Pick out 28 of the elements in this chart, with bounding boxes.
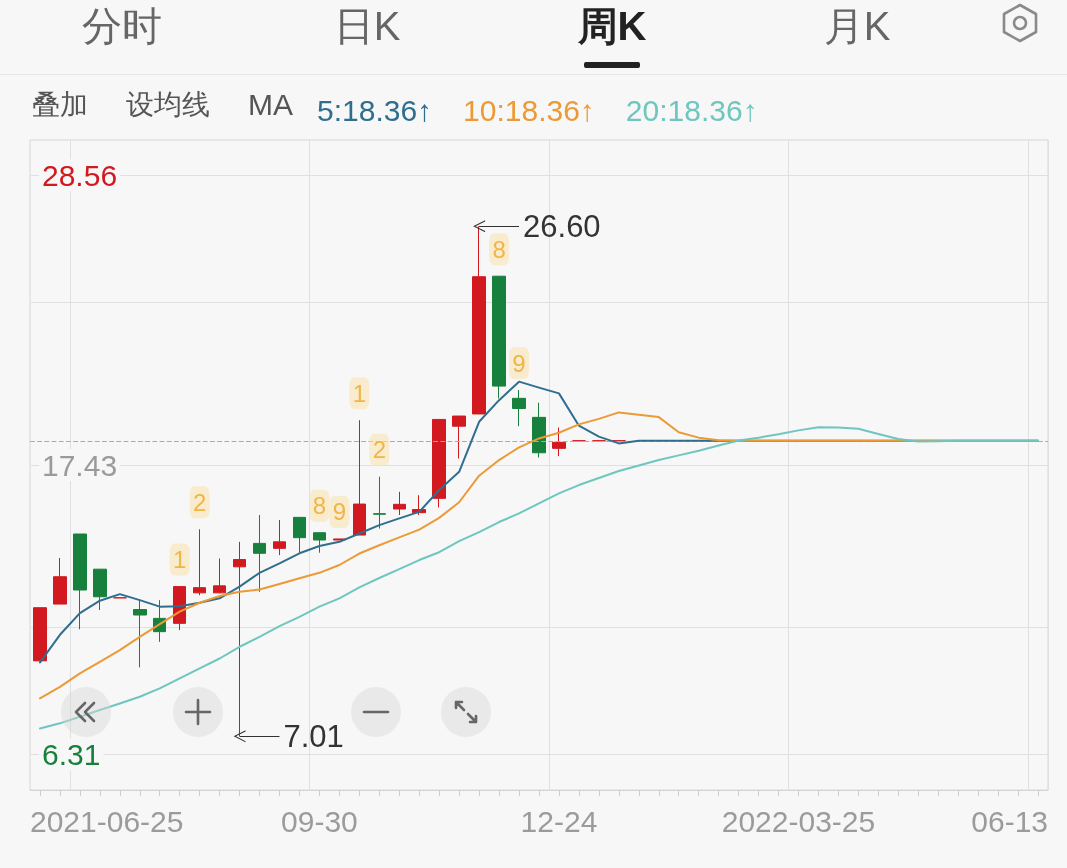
text: 1 xyxy=(352,379,367,407)
text: 9 xyxy=(332,498,347,526)
text: 设均线 xyxy=(126,89,210,120)
x-tick-label: 06-13 xyxy=(971,804,1048,838)
x-tick-label: 12-24 xyxy=(520,804,598,838)
text: 日K xyxy=(333,4,401,48)
text: 1 xyxy=(173,546,187,574)
annotation: 7.01 xyxy=(283,718,344,754)
annotation: 26.60 xyxy=(523,208,601,244)
text: 8 xyxy=(312,492,327,520)
x-tick-label: 09-30 xyxy=(281,804,358,838)
x-tick-label: 2022-03-25 xyxy=(721,804,876,838)
text: 2 xyxy=(372,436,386,464)
legend-title: MA xyxy=(248,88,293,121)
text: 2 xyxy=(192,488,207,516)
text: 周K xyxy=(577,4,647,48)
text: 8 xyxy=(492,235,506,263)
text: 20:18.36↑ xyxy=(625,93,758,127)
x-tick-label: 2021-06-25 xyxy=(29,804,184,838)
text: 叠加 xyxy=(32,89,88,120)
text: 月K xyxy=(823,4,891,48)
text: 10:18.36↑ xyxy=(463,93,595,127)
text: 9 xyxy=(512,349,526,377)
text: 分时 xyxy=(82,4,162,48)
y-tick-label: 17.43 xyxy=(42,448,118,482)
text: 5:18.36↑ xyxy=(317,93,433,127)
y-tick-label: 6.31 xyxy=(42,738,101,772)
y-tick-label: 28.56 xyxy=(42,158,118,192)
